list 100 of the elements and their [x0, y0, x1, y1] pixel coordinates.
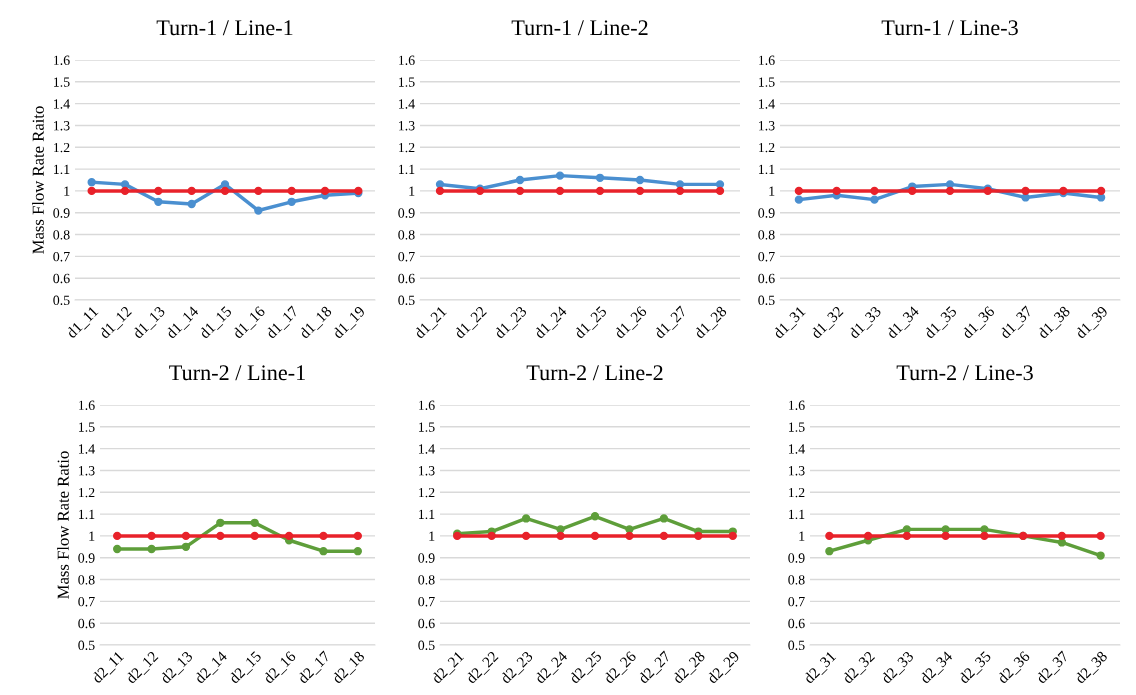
- y-tick-label: 1.6: [54, 55, 70, 66]
- y-tick-label: 1.3: [54, 121, 70, 131]
- point: [728, 531, 737, 541]
- point: [216, 531, 225, 541]
- point: [941, 531, 950, 541]
- y-tick-label: 1: [799, 531, 805, 541]
- y-tick-label: 0.8: [418, 575, 435, 585]
- point: [515, 175, 525, 185]
- point: [556, 531, 565, 541]
- point: [1057, 531, 1067, 541]
- y-tick-label: 1.4: [759, 99, 775, 109]
- y-tick-label: 1.4: [419, 444, 435, 454]
- y-tick-label: 1: [769, 186, 775, 196]
- point: [625, 525, 634, 534]
- point: [521, 531, 531, 541]
- y-tick-label: 0.5: [398, 295, 415, 306]
- y-tick-label: 0.8: [788, 575, 805, 585]
- y-tick-label: 0.8: [78, 575, 95, 585]
- y-tick-label: 0.5: [418, 640, 435, 651]
- y-tick-label: 0.7: [758, 251, 775, 262]
- point: [181, 542, 191, 551]
- point: [863, 531, 873, 541]
- point: [87, 186, 96, 196]
- y-tick-label: 0.7: [53, 251, 70, 262]
- y-tick-label: 1.1: [54, 164, 70, 175]
- point: [250, 518, 259, 527]
- y-tick-label: 0.9: [788, 553, 805, 563]
- y-tick-label: 1.6: [419, 400, 435, 411]
- point: [120, 186, 130, 196]
- y-tick-label: 0.8: [53, 230, 70, 240]
- y-tick-label: 1.5: [54, 77, 70, 87]
- chart-title: Turn-2 / Line-3: [896, 365, 1033, 381]
- point: [794, 186, 804, 196]
- y-tick-label: 0.5: [788, 640, 805, 651]
- point: [902, 531, 912, 541]
- y-tick-label: 1.4: [789, 444, 805, 454]
- point: [87, 178, 96, 187]
- y-tick-label: 1.1: [79, 509, 95, 520]
- y-tick-label: 0.6: [78, 618, 95, 629]
- point: [515, 186, 525, 196]
- y-tick-label: 1.4: [54, 99, 70, 109]
- y-tick-label: 1.3: [419, 466, 435, 476]
- point: [870, 186, 879, 196]
- y-tick-label: 1.5: [79, 422, 95, 432]
- point: [220, 186, 230, 196]
- point: [595, 173, 605, 182]
- point: [287, 186, 296, 196]
- point: [220, 180, 230, 189]
- point: [659, 531, 669, 541]
- point: [595, 186, 605, 196]
- y-tick-label: 1.3: [79, 466, 95, 476]
- y-tick-label: 1.2: [759, 142, 775, 153]
- point: [435, 180, 445, 189]
- y-tick-label: 0.5: [53, 295, 70, 306]
- point: [320, 186, 330, 196]
- y-tick-label: 0.6: [418, 618, 435, 629]
- y-tick-label: 0.6: [758, 273, 775, 284]
- point: [902, 525, 912, 534]
- y-tick-label: 0.8: [398, 230, 415, 240]
- y-tick-label: 1.2: [54, 142, 70, 153]
- y-tick-label: 1.1: [789, 509, 805, 520]
- point: [941, 525, 950, 534]
- y-tick-label: 0.6: [53, 273, 70, 284]
- point: [590, 512, 600, 521]
- point: [625, 531, 634, 541]
- point: [254, 206, 263, 215]
- point: [659, 514, 669, 523]
- point: [832, 186, 841, 196]
- y-tick-label: 1: [429, 531, 435, 541]
- point: [1096, 193, 1106, 202]
- chart-title: Turn-1 / Line-1: [156, 20, 293, 36]
- point: [113, 531, 122, 541]
- y-tick-label: 1: [89, 531, 95, 541]
- y-axis-title: Mass Flow Rate Raito: [32, 106, 44, 254]
- point: [1096, 531, 1105, 541]
- point: [487, 531, 496, 541]
- point: [590, 531, 600, 541]
- y-tick-label: 1.1: [399, 164, 415, 175]
- y-tick-label: 0.5: [758, 295, 775, 306]
- y-tick-label: 1.2: [419, 487, 435, 498]
- point: [715, 180, 725, 189]
- point: [287, 197, 296, 206]
- point: [825, 531, 834, 541]
- y-tick-label: 1.2: [789, 487, 805, 498]
- point: [216, 518, 225, 527]
- point: [319, 531, 328, 541]
- point: [254, 186, 263, 196]
- y-tick-label: 1.1: [419, 509, 435, 520]
- point: [635, 186, 645, 196]
- y-tick-label: 1.6: [399, 55, 415, 66]
- point: [825, 547, 834, 556]
- y-tick-label: 0.7: [398, 251, 415, 262]
- point: [187, 186, 196, 196]
- y-tick-label: 0.8: [758, 230, 775, 240]
- y-tick-label: 0.9: [758, 208, 775, 218]
- y-tick-label: 1.6: [79, 400, 95, 411]
- y-tick-label: 1.6: [789, 400, 805, 411]
- point: [870, 195, 879, 204]
- y-tick-label: 1.2: [399, 142, 415, 153]
- point: [555, 186, 565, 196]
